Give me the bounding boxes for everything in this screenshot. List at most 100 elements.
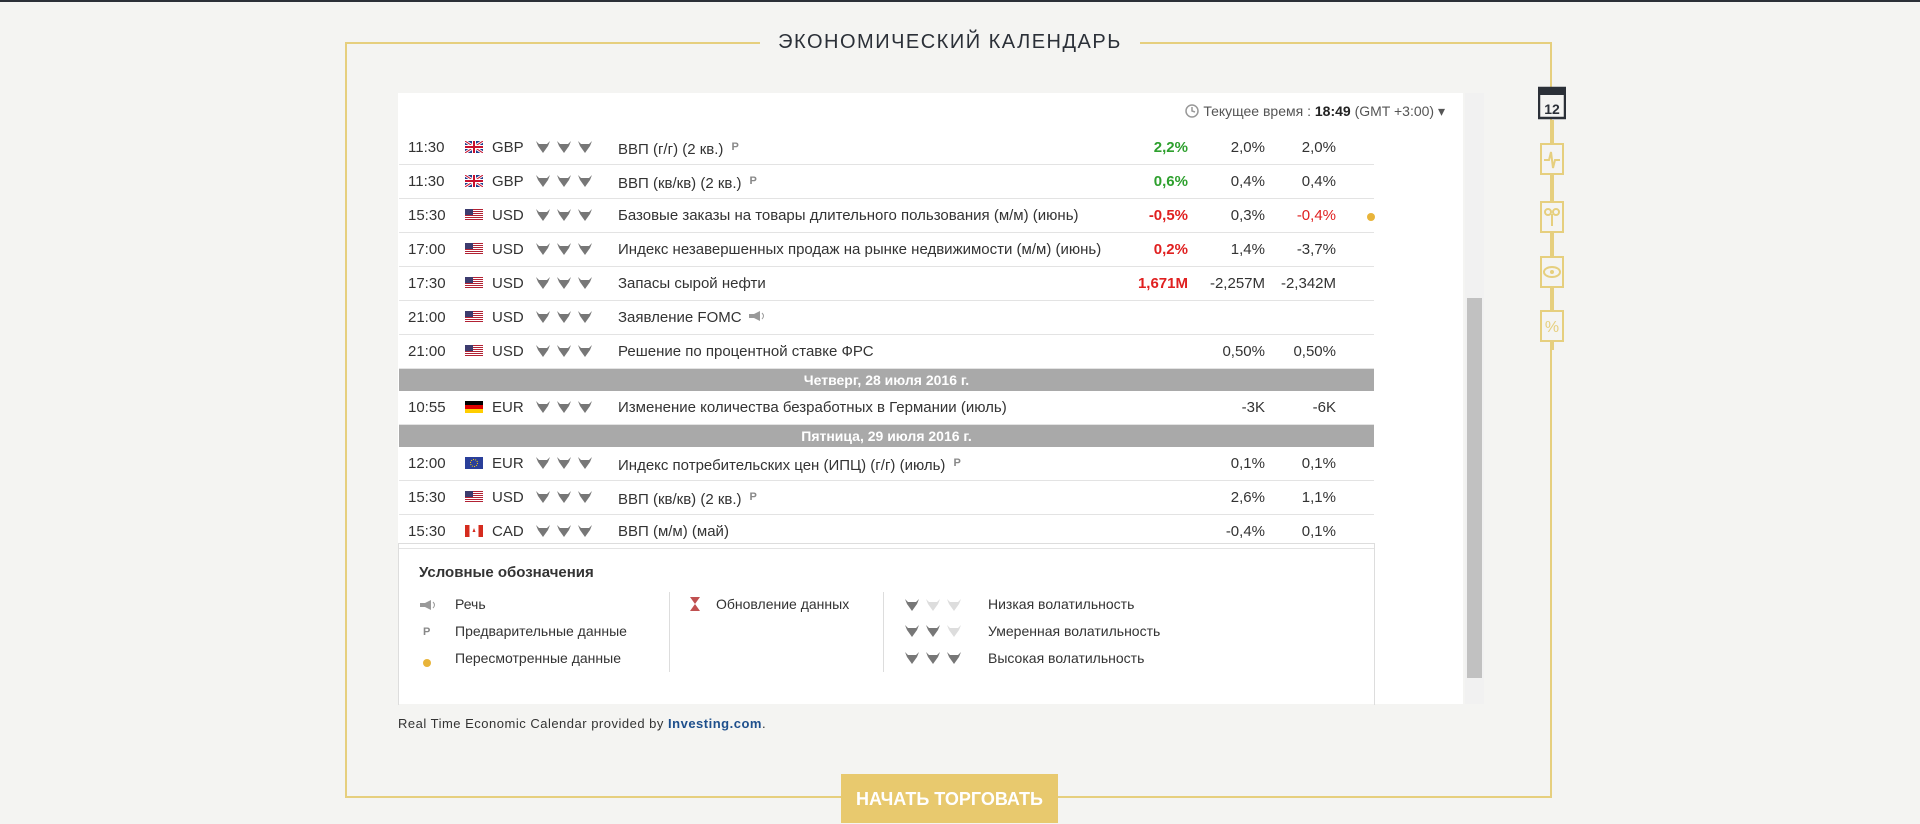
event-row: 11:30 GBP ВВП (кв/кв) (2 кв.) P 0,6% 0,4% 0,4% xyxy=(399,165,1374,199)
event-text: Заявление FOMC xyxy=(618,309,742,326)
currency: USD xyxy=(492,489,524,506)
forecast: 0,3% xyxy=(1230,207,1265,224)
forecast: 2,6% xyxy=(1230,489,1265,506)
legend: Условные обозначения Речь P Предварительные… xyxy=(398,543,1375,705)
legend-high: Высокая волатильность xyxy=(988,650,1145,666)
event-time: 10:55 xyxy=(408,399,446,416)
legend-low: Низкая волатильность xyxy=(988,596,1135,612)
previous: -0,4% xyxy=(1296,207,1336,224)
event-row: 21:00 USD Заявление FOMC xyxy=(399,301,1374,335)
event-name: Решение по процентной ставке ФРС xyxy=(618,335,874,368)
volatility xyxy=(535,449,598,482)
actual: 0,2% xyxy=(1153,241,1188,258)
event-time: 21:00 xyxy=(408,343,446,360)
credit-text: Real Time Economic Calendar provided by xyxy=(398,716,664,731)
flag xyxy=(465,336,483,369)
forecast: 1,4% xyxy=(1230,241,1265,258)
legend-preliminary: Предварительные данные xyxy=(455,623,627,639)
start-trading-button[interactable]: НАЧАТЬ ТОРГОВАТЬ xyxy=(841,774,1058,823)
side-icons: 12 % xyxy=(1538,86,1566,342)
previous: 0,1% xyxy=(1301,455,1336,472)
legend-divider xyxy=(669,592,670,672)
legend-moderate: Умеренная волатильность xyxy=(988,623,1161,639)
legend-icon xyxy=(904,651,967,668)
legend-icon: P xyxy=(423,626,431,638)
event-text: ВВП (кв/кв) (2 кв.) xyxy=(618,175,742,192)
event-time: 15:30 xyxy=(408,523,446,540)
event-row: 21:00 USD Решение по процентной ставке ФРС… xyxy=(399,335,1374,369)
previous: -6K xyxy=(1312,399,1336,416)
revised-dot xyxy=(1367,213,1375,221)
forecast: 0,50% xyxy=(1222,343,1265,360)
event-row: 15:30 USD Базовые заказы на товары длитель… xyxy=(399,199,1375,233)
flag xyxy=(465,516,483,549)
actual: 1,671M xyxy=(1137,275,1188,292)
event-text: Базовые заказы на товары длительного пол… xyxy=(618,207,1079,224)
date-separator: Пятница, 29 июля 2016 г. xyxy=(399,425,1374,447)
flag xyxy=(464,166,484,199)
clock-icon xyxy=(1185,104,1200,118)
event-row: 15:30 CAD ВВП (м/м) (май) -0,4% 0,1% xyxy=(399,515,1374,549)
legend-icon xyxy=(423,654,431,670)
event-row: 17:00 USD Индекс незавершенных продаж на р… xyxy=(399,233,1374,267)
actual: -0,5% xyxy=(1148,207,1188,224)
legend-speech: Речь xyxy=(455,596,486,612)
current-time[interactable]: Текущее время : 18:49 (GMT +3:00) ▾ xyxy=(1185,103,1445,120)
event-name: Индекс потребительских цен (ИПЦ) (г/г) (… xyxy=(618,447,961,482)
date-separator: Четверг, 28 июля 2016 г. xyxy=(399,369,1374,391)
event-name: Индекс незавершенных продаж на рынке нед… xyxy=(618,233,1101,266)
credit-link[interactable]: Investing.com xyxy=(668,716,762,731)
previous: -2,342M xyxy=(1280,275,1336,292)
forecast: 0,4% xyxy=(1230,173,1265,190)
legend-revised: Пересмотренные данные xyxy=(455,650,621,666)
event-text: ВВП (кв/кв) (2 кв.) xyxy=(618,491,742,508)
volatility xyxy=(535,517,598,550)
top-bar xyxy=(0,0,1920,2)
volatility xyxy=(535,269,598,302)
legend-divider xyxy=(883,592,884,672)
forecast: -2,257M xyxy=(1209,275,1265,292)
flag xyxy=(465,392,483,425)
event-name: ВВП (м/м) (май) xyxy=(618,515,729,548)
volatility xyxy=(535,483,598,516)
timezone: (GMT +3:00) xyxy=(1354,103,1435,119)
event-row: 15:30 USD ВВП (кв/кв) (2 кв.) P 2,6% 1,1% xyxy=(399,481,1374,515)
currency: USD xyxy=(492,309,524,326)
credit-period: . xyxy=(761,716,767,731)
actual: 0,6% xyxy=(1153,173,1188,190)
event-row: 17:30 USD Запасы сырой нефти 1,671M -2,257M -… xyxy=(399,267,1374,301)
legend-icon xyxy=(904,598,967,615)
currency: GBP xyxy=(492,173,524,190)
currency: EUR xyxy=(492,399,524,416)
event-text: Индекс потребительских цен (ИПЦ) (г/г) (… xyxy=(618,457,946,474)
event-text: Решение по процентной ставке ФРС xyxy=(618,343,874,360)
currency: USD xyxy=(492,343,524,360)
event-name: Запасы сырой нефти xyxy=(618,267,766,300)
event-time: 11:30 xyxy=(408,139,445,156)
currency: EUR xyxy=(492,455,524,472)
flag xyxy=(465,234,483,267)
speech-icon xyxy=(748,309,766,326)
currency: USD xyxy=(492,275,524,292)
event-name: ВВП (кв/кв) (2 кв.) P xyxy=(618,165,757,200)
event-name: ВВП (кв/кв) (2 кв.) P xyxy=(618,481,757,516)
event-name: Базовые заказы на товары длительного пол… xyxy=(618,199,1079,232)
preliminary-icon: P xyxy=(749,175,757,187)
time-value: 18:49 xyxy=(1314,103,1351,119)
event-time: 17:30 xyxy=(408,275,446,292)
volatility xyxy=(535,337,598,370)
currency: USD xyxy=(492,241,524,258)
event-time: 11:30 xyxy=(408,173,445,190)
preliminary-icon: P xyxy=(731,141,739,153)
currency: USD xyxy=(492,207,524,224)
event-time: 15:30 xyxy=(408,207,446,224)
flag xyxy=(465,302,483,335)
volatility xyxy=(535,235,598,268)
legend-icon xyxy=(689,596,701,615)
previous: 2,0% xyxy=(1301,139,1336,156)
event-name: Заявление FOMC xyxy=(618,301,766,334)
scroll-thumb[interactable] xyxy=(1467,298,1482,678)
event-row: 10:55 EUR Изменение количества безработных… xyxy=(399,391,1374,425)
previous: 0,4% xyxy=(1301,173,1336,190)
